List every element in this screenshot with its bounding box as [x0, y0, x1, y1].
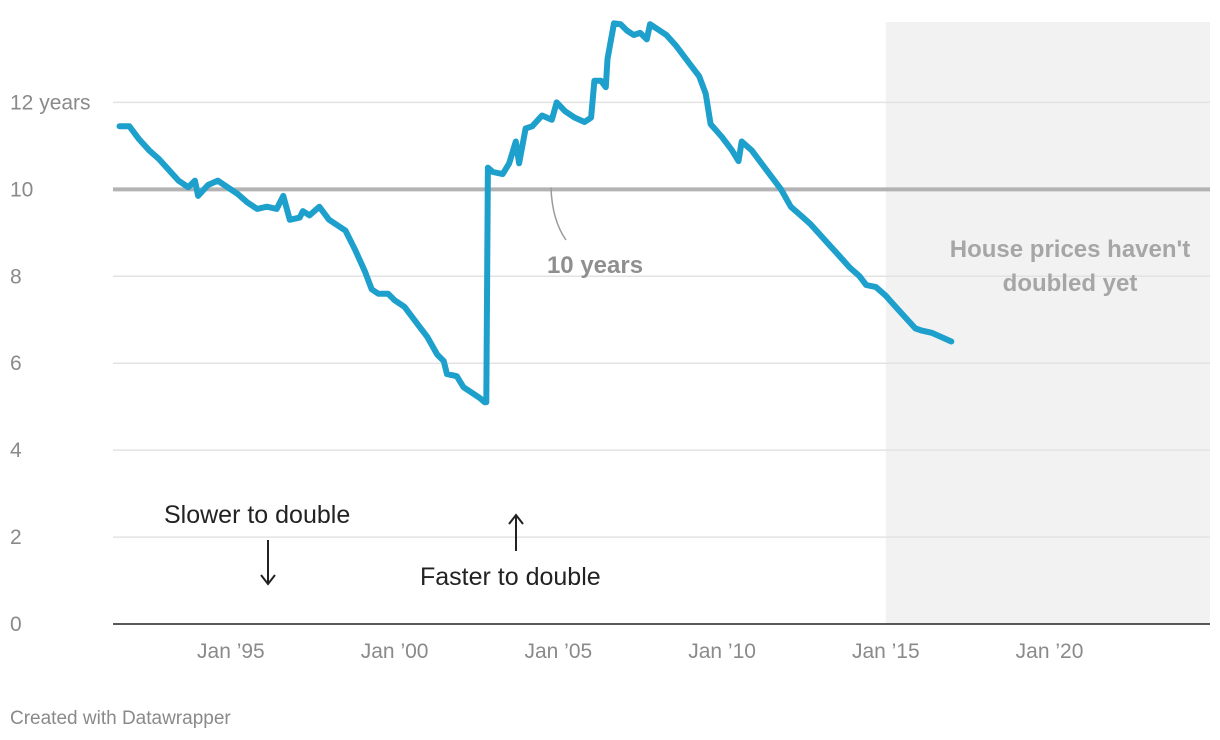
reference-line-label: 10 years: [547, 252, 643, 279]
x-tick-label: Jan ’05: [524, 640, 592, 663]
y-tick-label: 6: [10, 352, 22, 375]
x-tick-label: Jan ’95: [197, 640, 265, 663]
x-tick-label: Jan ’00: [361, 640, 429, 663]
x-tick-label: Jan ’15: [852, 640, 920, 663]
down-arrow-icon: [260, 540, 276, 586]
gridlines: [113, 101, 1210, 538]
x-axis-tick-labels: Jan ’95 Jan ’00 Jan ’05 Jan ’10 Jan ’15 Jan ’…: [197, 640, 1083, 663]
x-tick-label: Jan ’10: [688, 640, 756, 663]
y-tick-label: 2: [10, 526, 22, 549]
series-line: [116, 20, 955, 406]
credit-text: Created with Datawrapper: [10, 708, 231, 729]
y-tick-label: 12 years: [10, 91, 91, 114]
faster-to-double-label: Faster to double: [420, 563, 601, 591]
not-doubled-shade: [885, 22, 1210, 624]
shaded-region-label-line1: House prices haven't: [950, 236, 1190, 263]
y-tick-label: 10: [10, 178, 33, 201]
y-tick-label: 8: [10, 265, 22, 288]
y-axis-tick-labels: 0 2 4 6 8 10 12 years: [10, 91, 91, 636]
up-arrow-icon: [508, 513, 524, 551]
reference-callout-line: [550, 187, 567, 241]
y-tick-label: 4: [10, 439, 22, 462]
slower-to-double-label: Slower to double: [164, 501, 350, 529]
shaded-region-label-line2: doubled yet: [1003, 270, 1138, 297]
y-tick-label: 0: [10, 613, 22, 636]
x-tick-label: Jan ’20: [1016, 640, 1084, 663]
